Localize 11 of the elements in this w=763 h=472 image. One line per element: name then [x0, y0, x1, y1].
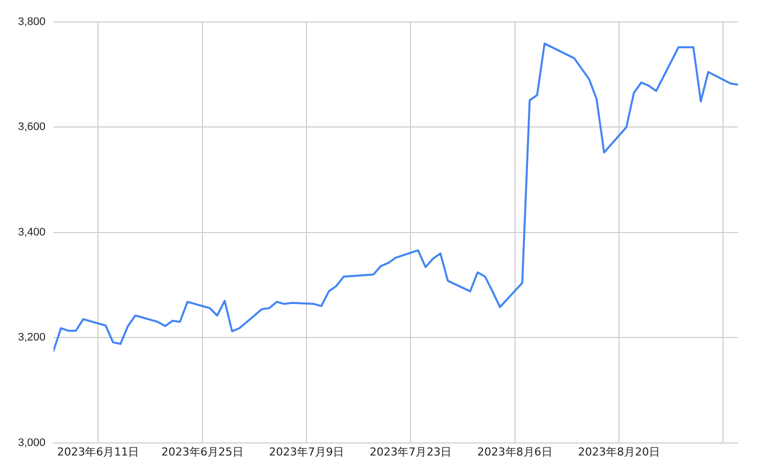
x-tick-label: 2023年8月6日: [477, 445, 552, 458]
x-tick-label: 2023年8月20日: [578, 445, 660, 458]
y-tick-label: 3,000: [18, 436, 46, 449]
x-tick-label: 2023年6月11日: [57, 445, 140, 458]
x-tick-label: 2023年7月23日: [370, 445, 452, 458]
y-tick-label: 3,400: [18, 226, 46, 238]
x-tick-label: 2023年7月9日: [268, 445, 344, 458]
y-tick-label: 3,600: [18, 121, 46, 134]
y-tick-label: 3,800: [18, 16, 46, 28]
y-tick-label: 3,200: [18, 332, 46, 344]
x-tick-label: 2023年6月25日: [161, 445, 244, 458]
